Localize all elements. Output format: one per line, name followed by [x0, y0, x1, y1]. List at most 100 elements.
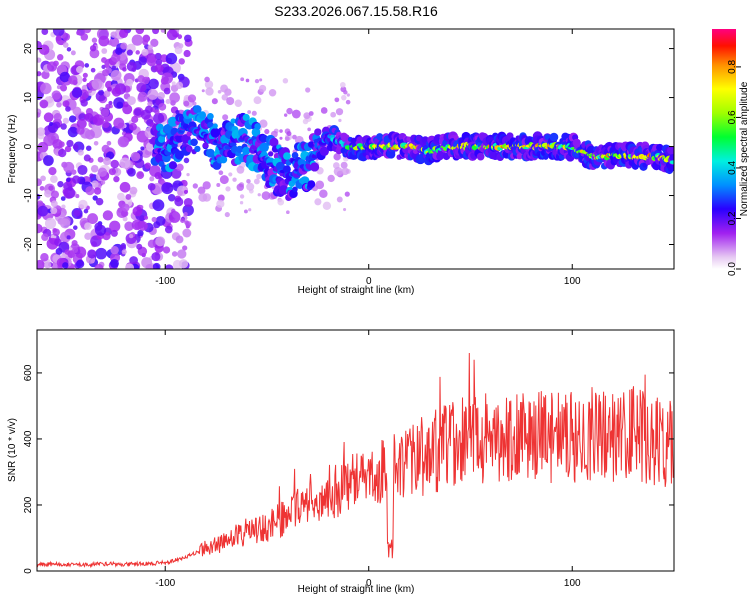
heatmap-cell: [154, 109, 160, 115]
heatmap-cell: [57, 54, 64, 61]
heatmap-cell: [37, 71, 42, 77]
heatmap-cell: [66, 139, 74, 148]
heatmap-cell: [82, 72, 88, 78]
heatmap-cell: [286, 131, 292, 137]
heatmap-cell: [163, 87, 171, 95]
heatmap-cell: [111, 52, 121, 63]
heatmap-cell: [177, 249, 187, 259]
heatmap-cell: [185, 145, 193, 153]
heatmap-cell: [73, 209, 81, 217]
heatmap-cell: [66, 47, 72, 52]
snr-x-tick-label: 0: [366, 578, 372, 589]
heatmap-cell: [190, 138, 198, 147]
heatmap-cell: [50, 207, 58, 215]
heatmap-cell: [43, 112, 54, 123]
heatmap-cell: [322, 201, 332, 210]
heatmap-cell: [186, 172, 190, 177]
heatmap-cell: [320, 107, 328, 114]
heatmap-cell: [76, 66, 84, 74]
colorbar: [712, 29, 736, 269]
heatmap-cell: [76, 30, 81, 36]
heatmap-cell: [71, 87, 83, 99]
heatmap-cell: [41, 29, 49, 36]
heatmap-cell: [157, 91, 165, 100]
heatmap-cell: [549, 132, 559, 142]
heatmap-cell: [89, 173, 94, 178]
snr-y-tick-label: 600: [23, 364, 34, 381]
heatmap-cell: [194, 145, 201, 153]
heatmap-cell: [44, 217, 57, 230]
heatmap-cell: [93, 140, 99, 146]
heatmap-cell: [669, 153, 674, 162]
heatmap-cell: [135, 29, 145, 35]
heatmap-cell: [141, 48, 149, 56]
heatmap-cell: [127, 167, 136, 177]
heatmap-cell: [147, 183, 156, 191]
heatmap-cell: [160, 29, 166, 33]
heatmap-x-tick-label: 100: [564, 276, 581, 287]
heatmap-cell: [66, 235, 71, 240]
heatmap-cell: [37, 127, 46, 136]
heatmap-cell: [39, 99, 49, 109]
heatmap-cell: [254, 78, 260, 84]
heatmap-cell: [154, 153, 165, 164]
heatmap-cell: [154, 63, 164, 73]
heatmap-cell: [125, 263, 135, 269]
heatmap-cell: [136, 243, 143, 250]
heatmap-cell: [80, 99, 88, 107]
heatmap-cell: [52, 227, 58, 233]
heatmap-frame: [36, 28, 675, 270]
snr-y-tick-label: 200: [23, 496, 34, 513]
heatmap-cell: [157, 135, 166, 143]
heatmap-cell: [221, 94, 228, 101]
heatmap-cell: [183, 189, 189, 194]
heatmap-cell: [236, 145, 244, 154]
heatmap-cell: [202, 193, 212, 202]
heatmap-cell: [40, 175, 46, 182]
heatmap-cell: [192, 183, 198, 189]
heatmap-cell: [144, 162, 152, 169]
heatmap-cell: [343, 90, 348, 95]
heatmap-cell: [108, 168, 116, 176]
heatmap-cell: [283, 113, 288, 117]
heatmap-cell: [77, 149, 84, 156]
heatmap-cell: [264, 128, 270, 135]
heatmap-cell: [142, 39, 149, 46]
heatmap-cell: [278, 185, 289, 195]
heatmap-cell: [161, 182, 174, 195]
heatmap-cell: [122, 216, 128, 222]
heatmap-cell: [247, 110, 252, 114]
heatmap-cell: [302, 118, 309, 125]
heatmap-cell: [225, 186, 231, 192]
heatmap-cell: [183, 49, 191, 58]
heatmap-cell: [78, 113, 87, 121]
heatmap-cell: [119, 136, 129, 147]
heatmap-cell: [268, 88, 277, 97]
heatmap-cell: [43, 155, 54, 166]
heatmap-cell: [171, 81, 176, 86]
heatmap-cell: [101, 48, 108, 54]
heatmap-cell: [50, 200, 58, 208]
heatmap-cell: [151, 252, 161, 262]
heatmap-y-tick-label: -20: [23, 237, 34, 252]
heatmap-cell: [122, 104, 133, 115]
heatmap-cell: [94, 263, 104, 269]
snr-x-tick-label: -100: [155, 578, 175, 589]
heatmap-cell: [165, 52, 178, 65]
heatmap-cell: [174, 197, 184, 207]
heatmap-cell: [59, 71, 71, 83]
heatmap-cell: [187, 94, 197, 103]
heatmap-cell: [254, 123, 261, 130]
heatmap-cell: [110, 245, 119, 255]
heatmap-cell: [68, 115, 77, 123]
heatmap-cell: [291, 109, 301, 119]
heatmap-cell: [305, 87, 311, 93]
heatmap-cell: [282, 165, 291, 174]
snr-x-tick-label: 100: [564, 578, 581, 589]
heatmap-cell: [40, 252, 49, 262]
heatmap-cell: [84, 232, 92, 241]
heatmap-cell: [145, 264, 154, 269]
heatmap-cell: [91, 180, 99, 188]
heatmap-cell: [307, 180, 316, 189]
heatmap-cell: [137, 229, 144, 237]
